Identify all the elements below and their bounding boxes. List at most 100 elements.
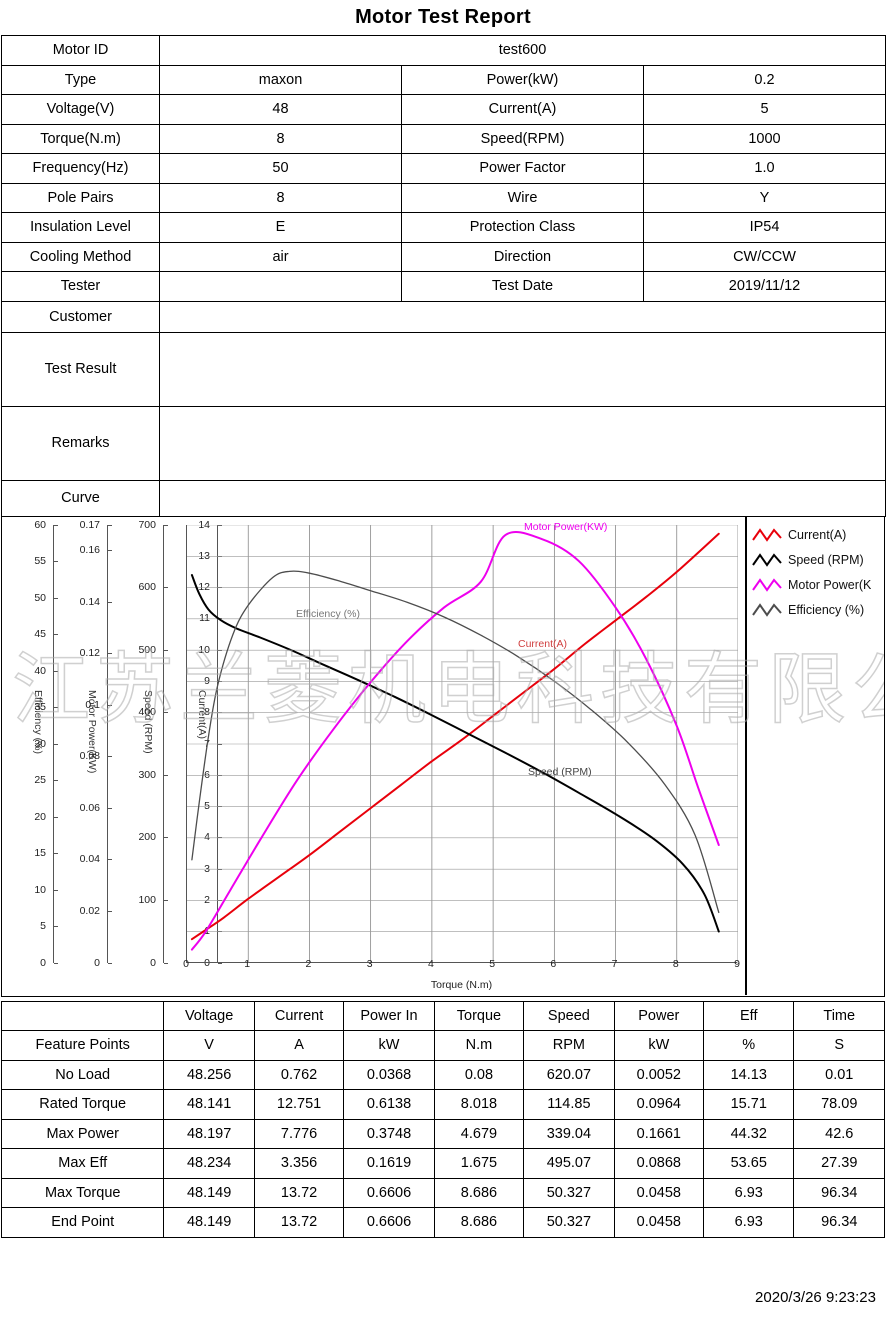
spec-value-cell[interactable]: Speed(RPM) (401, 123, 644, 154)
spec-value-cell[interactable]: Power Factor (401, 153, 644, 184)
y-axis-tick: 0.04 (80, 853, 113, 865)
spec-value-cell[interactable] (159, 271, 402, 302)
spec-value-cell[interactable]: IP54 (643, 212, 886, 243)
spec-value-cell[interactable]: 5 (643, 94, 886, 125)
x-axis-tick: 8 (672, 957, 679, 970)
spec-value-cell[interactable]: 50 (159, 153, 402, 184)
y-axis-title: Current(A) (196, 689, 208, 739)
data-cell: 15.71 (703, 1089, 795, 1120)
row-label-cell: Max Eff (0, 1148, 165, 1179)
remarks-value[interactable] (159, 405, 886, 481)
chart-svg (187, 524, 738, 963)
data-cell: 0.762 (253, 1059, 345, 1090)
data-cell: 48.234 (163, 1148, 255, 1179)
spec-value-cell[interactable]: 48 (159, 94, 402, 125)
data-cell: 48.149 (163, 1207, 255, 1238)
performance-curve-chart: 江苏兰菱机电科技有限公司 Efficiency (%)0510152025303… (1, 516, 885, 997)
curve-value (159, 479, 886, 517)
header-cell: Time (793, 1000, 885, 1031)
header-cell: A (253, 1030, 345, 1061)
spec-value-cell[interactable]: 2019/11/12 (643, 271, 886, 302)
spec-value-cell[interactable]: air (159, 241, 402, 272)
data-cell: 8.686 (433, 1177, 525, 1208)
spec-value-cell[interactable]: Protection Class (401, 212, 644, 243)
spec-value-cell[interactable]: Test Date (401, 271, 644, 302)
header-cell: Power In (343, 1000, 435, 1031)
spec-label-cell: Cooling Method (1, 241, 160, 272)
data-cell: 13.72 (253, 1177, 345, 1208)
spec-value-cell[interactable]: E (159, 212, 402, 243)
spec-label-cell: Voltage(V) (1, 94, 160, 125)
y-axis-tick: 5 (40, 920, 58, 932)
data-cell: 44.32 (703, 1118, 795, 1149)
y-axis-tick: 600 (138, 581, 168, 593)
table-row: Max Torque 48.149 13.72 0.6606 8.686 50.327 0.… (0, 1177, 885, 1208)
spec-value-cell[interactable]: Direction (401, 241, 644, 272)
spec-value-cell[interactable]: Current(A) (401, 94, 644, 125)
spec-value-cell[interactable]: test600 (159, 35, 886, 66)
spec-row: Torque(N.m) 8 Speed(RPM) 1000 (1, 123, 886, 154)
y-axis-tick: 50 (34, 592, 58, 604)
legend-label: Current(A) (788, 528, 847, 542)
spec-row: Insulation Level E Protection Class IP54 (1, 212, 886, 243)
row-label-cell: Max Torque (0, 1177, 165, 1208)
legend-item[interactable]: Current(A) (747, 523, 884, 548)
data-cell: 50.327 (523, 1177, 615, 1208)
spec-value-cell[interactable]: CW/CCW (643, 241, 886, 272)
page-title: Motor Test Report (355, 6, 531, 28)
data-cell: 0.0868 (613, 1148, 705, 1179)
spec-value-cell[interactable]: maxon (159, 64, 402, 95)
header-cell: S (793, 1030, 885, 1061)
customer-value[interactable] (159, 300, 886, 333)
chart-plot-area (186, 524, 738, 963)
spec-value-cell[interactable]: 0.2 (643, 64, 886, 95)
table-row: Max Eff 48.234 3.356 0.1619 1.675 495.07 0.086… (0, 1148, 885, 1179)
y-axis-tick: 0.17 (80, 519, 113, 531)
legend-label: Efficiency (%) (788, 603, 865, 617)
spec-value-cell[interactable]: 1000 (643, 123, 886, 154)
data-cell: 0.1661 (613, 1118, 705, 1149)
x-axis-tick: 5 (489, 957, 496, 970)
table-row: Max Power 48.197 7.776 0.3748 4.679 339.04 0.1… (0, 1118, 885, 1149)
test-result-value[interactable] (159, 331, 886, 407)
header-cell: kW (613, 1030, 705, 1061)
spec-value-cell[interactable]: Wire (401, 182, 644, 213)
y-axis-tick: 0 (40, 957, 58, 969)
spec-value-cell[interactable]: 1.0 (643, 153, 886, 184)
data-cell: 50.327 (523, 1207, 615, 1238)
data-cell: 114.85 (523, 1089, 615, 1120)
data-cell: 4.679 (433, 1118, 525, 1149)
y-axis-title: Efficiency (%) (32, 689, 44, 754)
y-axis-line (53, 524, 54, 963)
y-axis-title: Speed (RPM) (142, 689, 154, 754)
y-axis-tick: 0.08 (80, 750, 113, 762)
y-axis-tick: 0.16 (80, 544, 113, 556)
x-axis-tick: 1 (244, 957, 251, 970)
data-cell: 6.93 (703, 1177, 795, 1208)
legend-item[interactable]: Efficiency (%) (747, 598, 884, 623)
legend-label: Speed (RPM) (788, 553, 864, 567)
data-cell: 6.93 (703, 1207, 795, 1238)
series-line (190, 530, 720, 951)
curve-inline-label: Efficiency (%) (296, 607, 360, 620)
spec-value-cell[interactable]: Power(kW) (401, 64, 644, 95)
data-cell: 12.751 (253, 1089, 345, 1120)
legend-item[interactable]: Speed (RPM) (747, 548, 884, 573)
spec-row: Customer (1, 300, 886, 333)
spec-row: Type maxon Power(kW) 0.2 (1, 64, 886, 95)
y-axis-tick: 60 (34, 519, 58, 531)
y-axis-tick: 15 (34, 847, 58, 859)
y-axis-tick: 0 (94, 957, 112, 969)
table-row: No Load 48.256 0.762 0.0368 0.08 620.07 0.0052… (0, 1059, 885, 1090)
data-cell: 13.72 (253, 1207, 345, 1238)
row-label-cell: End Point (0, 1207, 165, 1238)
y-axis-3: Speed (RPM) 0 100 200 300 400 500 600 700 (112, 519, 168, 969)
y-axis-tick: 0.02 (80, 905, 113, 917)
spec-value-cell[interactable]: 8 (159, 182, 402, 213)
table-row: End Point 48.149 13.72 0.6606 8.686 50.327 0.0… (0, 1207, 885, 1238)
header-cell: Speed (523, 1000, 615, 1031)
legend-item[interactable]: Motor Power(K (747, 573, 884, 598)
spec-value-cell[interactable]: Y (643, 182, 886, 213)
x-axis-tick: 3 (366, 957, 373, 970)
spec-value-cell[interactable]: 8 (159, 123, 402, 154)
